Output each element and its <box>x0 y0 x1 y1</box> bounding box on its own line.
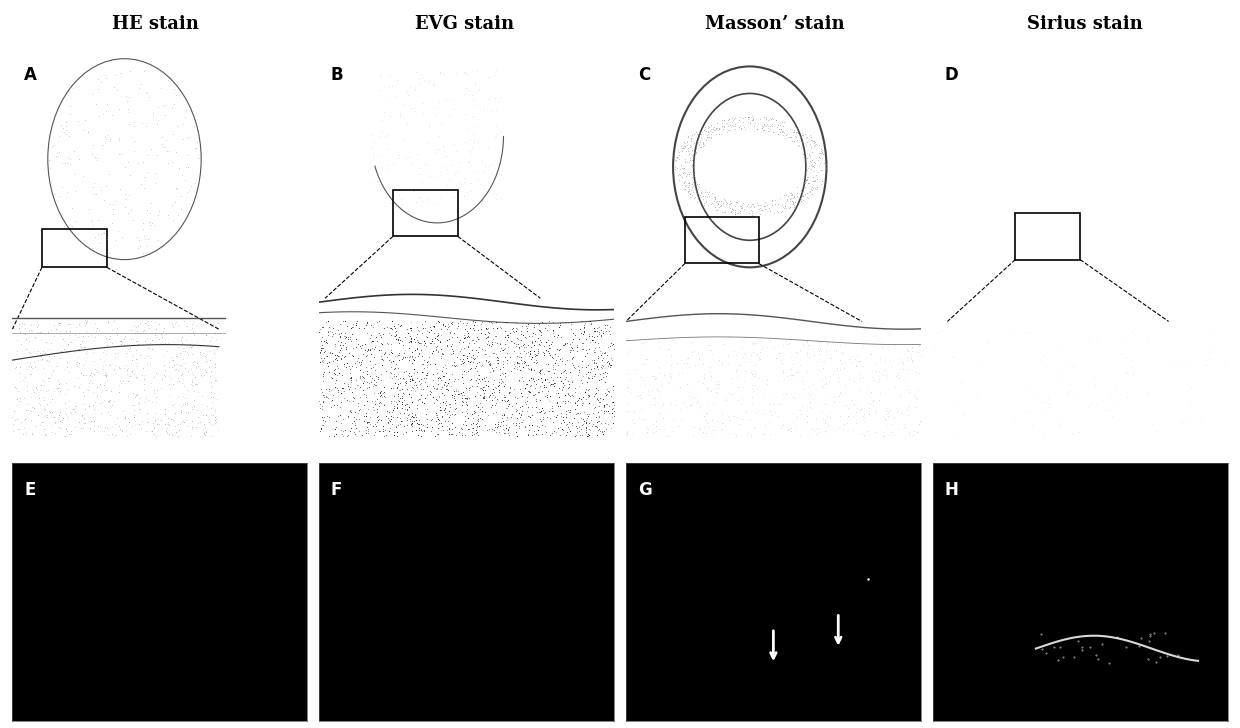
Text: H: H <box>945 481 959 499</box>
Text: B: B <box>331 66 343 84</box>
Bar <box>42 229 107 267</box>
Text: Sirius stain: Sirius stain <box>1027 15 1143 33</box>
Text: E: E <box>25 481 36 499</box>
Text: G: G <box>637 481 651 499</box>
Text: Masson’ stain: Masson’ stain <box>706 15 844 33</box>
Text: A: A <box>25 66 37 84</box>
Bar <box>684 217 759 264</box>
Text: HE stain: HE stain <box>112 15 198 33</box>
Text: D: D <box>945 66 959 84</box>
Bar <box>1016 213 1080 260</box>
Text: C: C <box>637 66 650 84</box>
Text: F: F <box>331 481 342 499</box>
Bar <box>393 190 458 237</box>
Text: EVG stain: EVG stain <box>415 15 515 33</box>
